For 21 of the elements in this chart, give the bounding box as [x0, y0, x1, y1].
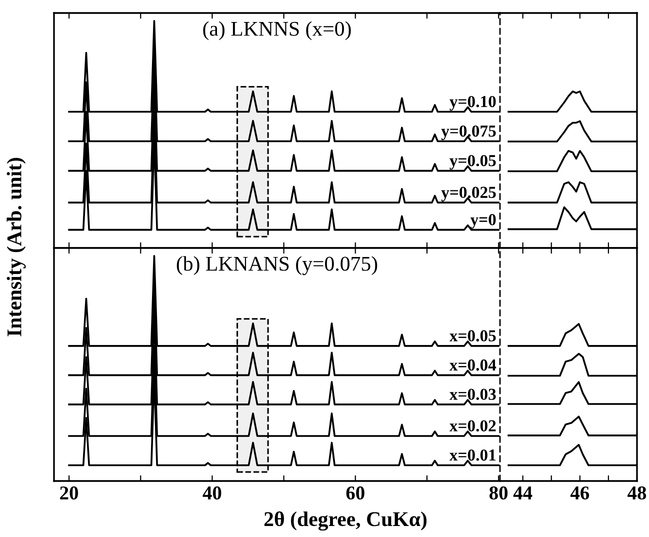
series-label: y=0.05: [450, 154, 496, 170]
x-tick-label: 80: [489, 486, 508, 500]
y-axis-title: Intensity (Arb. unit): [6, 158, 26, 336]
x-tick-label: 48: [628, 486, 646, 500]
x-tick-label: 44: [513, 486, 532, 500]
series-label: y=0.10: [450, 96, 496, 111]
chart-title: (b) LKNANS (y=0.075): [176, 256, 378, 276]
x-tick-label: 40: [202, 486, 222, 500]
series-label: x=0.05: [449, 330, 496, 342]
x-tick-label: 60: [346, 486, 364, 500]
series-label: y=0.025: [441, 186, 496, 202]
series-label: x=0.01: [449, 449, 496, 461]
x-axis-title: 2θ (degree, CuKα): [264, 511, 427, 531]
series-label: x=0.03: [449, 388, 496, 400]
series-label: y=0.075: [441, 125, 496, 140]
series-label: x=0.02: [449, 420, 496, 432]
x-tick-label: 20: [60, 486, 78, 500]
x-tick-label: 46: [570, 486, 590, 500]
chart-title: (a) LKNNS (x=0): [203, 21, 351, 40]
series-label: x=0.04: [449, 359, 496, 371]
series-label: y=0: [470, 214, 496, 229]
